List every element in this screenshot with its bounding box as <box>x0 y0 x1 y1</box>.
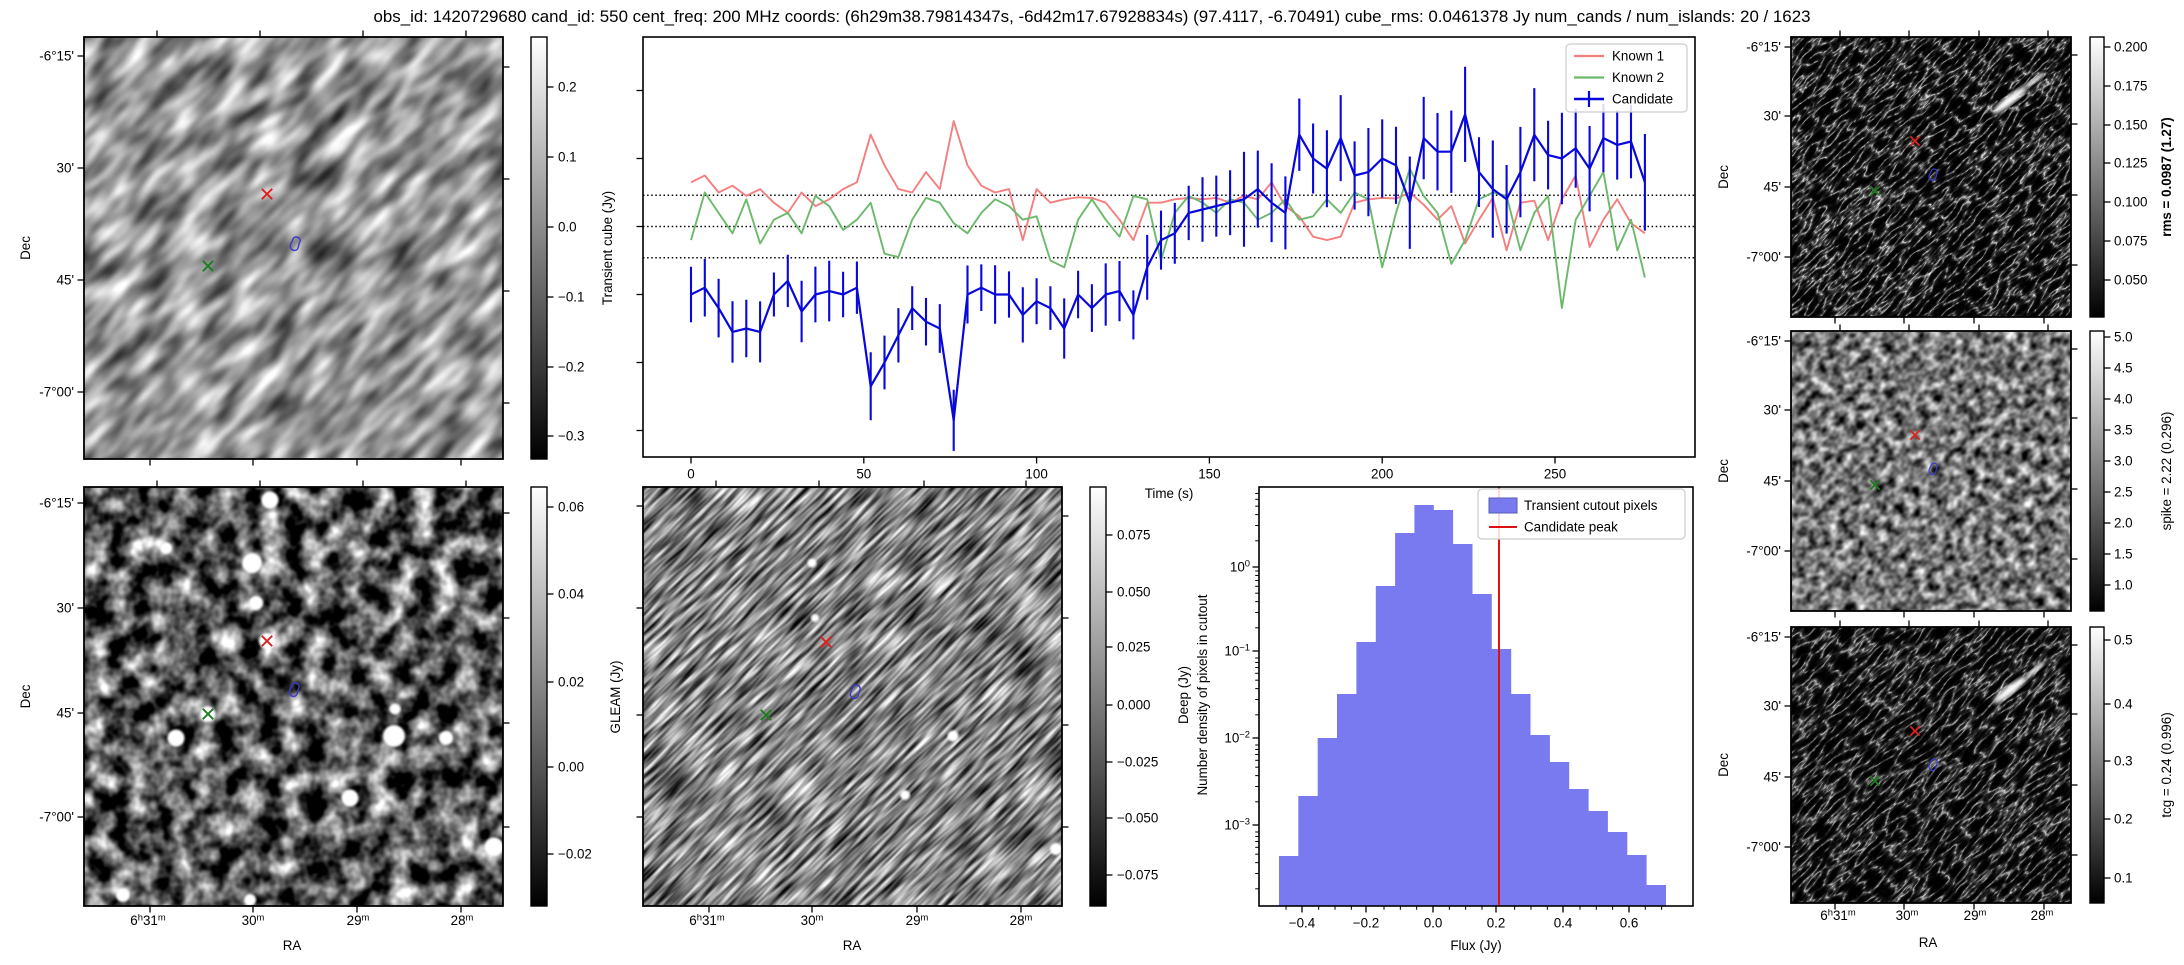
svg-text:Known 1: Known 1 <box>1612 49 1664 64</box>
svg-text:Flux (Jy): Flux (Jy) <box>1450 938 1501 953</box>
svg-text:3.5: 3.5 <box>2114 423 2133 438</box>
svg-text:Dec: Dec <box>1716 753 1731 777</box>
svg-text:RA: RA <box>843 938 862 953</box>
svg-text:-6°15': -6°15' <box>1746 630 1781 645</box>
svg-text:250: 250 <box>1544 467 1566 482</box>
svg-text:Number density of pixels in cu: Number density of pixels in cutout <box>1195 594 1210 795</box>
svg-text:−0.1: −0.1 <box>558 290 584 305</box>
svg-text:2.5: 2.5 <box>2114 485 2133 500</box>
svg-text:0.125: 0.125 <box>2114 156 2148 171</box>
svg-text:Deep (Jy): Deep (Jy) <box>1176 666 1191 724</box>
svg-text:spike = 2.22 (0.296): spike = 2.22 (0.296) <box>2159 412 2174 531</box>
svg-text:4.0: 4.0 <box>2114 392 2133 407</box>
svg-text:0.100: 0.100 <box>2114 195 2148 210</box>
svg-text:0.06: 0.06 <box>558 500 584 515</box>
svg-text:45': 45' <box>57 706 74 721</box>
svg-text:−0.02: −0.02 <box>558 847 592 862</box>
svg-text:Transient cube (Jy): Transient cube (Jy) <box>600 191 615 305</box>
svg-text:RA: RA <box>283 938 302 953</box>
svg-text:-6°15': -6°15' <box>39 496 74 511</box>
svg-text:-6°15': -6°15' <box>1746 334 1781 349</box>
svg-text:RA: RA <box>1919 935 1938 950</box>
svg-text:0.1: 0.1 <box>558 150 577 165</box>
svg-text:-6°15': -6°15' <box>39 49 74 64</box>
svg-text:0.4: 0.4 <box>2114 697 2133 712</box>
svg-text:Candidate: Candidate <box>1612 92 1673 107</box>
svg-text:−0.2: −0.2 <box>558 360 584 375</box>
svg-text:30': 30' <box>1764 403 1781 418</box>
svg-text:0.6: 0.6 <box>1620 916 1639 931</box>
svg-text:0.000: 0.000 <box>1117 698 1151 713</box>
svg-text:45': 45' <box>1764 474 1781 489</box>
svg-text:30': 30' <box>57 161 74 176</box>
svg-text:0.050: 0.050 <box>2114 273 2148 288</box>
svg-text:1.5: 1.5 <box>2114 547 2133 562</box>
svg-text:0.4: 0.4 <box>1554 916 1573 931</box>
svg-text:50: 50 <box>856 467 871 482</box>
svg-text:100: 100 <box>1025 467 1047 482</box>
svg-text:tcg = 0.24 (0.996): tcg = 0.24 (0.996) <box>2159 712 2174 817</box>
svg-text:0.02: 0.02 <box>558 675 584 690</box>
svg-text:200: 200 <box>1371 467 1393 482</box>
svg-text:0.3: 0.3 <box>2114 754 2133 769</box>
svg-text:Transient cutout pixels: Transient cutout pixels <box>1524 498 1658 513</box>
svg-text:Time (s): Time (s) <box>1145 486 1194 501</box>
svg-text:0.150: 0.150 <box>2114 118 2148 133</box>
svg-text:Known 2: Known 2 <box>1612 70 1664 85</box>
svg-text:−0.3: −0.3 <box>558 429 584 444</box>
svg-text:-7°00': -7°00' <box>1746 840 1781 855</box>
svg-text:0.175: 0.175 <box>2114 79 2148 94</box>
svg-text:0.1: 0.1 <box>2114 871 2133 886</box>
svg-text:0: 0 <box>687 467 694 482</box>
svg-text:Dec: Dec <box>1716 459 1731 483</box>
svg-text:0.0: 0.0 <box>558 220 577 235</box>
svg-text:-7°00': -7°00' <box>39 810 74 825</box>
svg-text:−0.4: −0.4 <box>1289 916 1316 931</box>
svg-text:0.0: 0.0 <box>1424 916 1443 931</box>
svg-text:30': 30' <box>1764 109 1781 124</box>
svg-text:5.0: 5.0 <box>2114 330 2133 345</box>
svg-text:-7°00': -7°00' <box>1746 544 1781 559</box>
svg-text:0.2: 0.2 <box>558 80 577 95</box>
svg-text:0.050: 0.050 <box>1117 585 1151 600</box>
svg-text:2.0: 2.0 <box>2114 516 2133 531</box>
svg-text:Dec: Dec <box>18 236 33 260</box>
svg-text:GLEAM (Jy): GLEAM (Jy) <box>608 661 623 734</box>
svg-text:Dec: Dec <box>1716 165 1731 189</box>
svg-text:Candidate peak: Candidate peak <box>1524 520 1618 535</box>
svg-text:-6°15': -6°15' <box>1746 40 1781 55</box>
svg-text:rms = 0.0987 (1.27): rms = 0.0987 (1.27) <box>2159 117 2174 236</box>
svg-text:0.2: 0.2 <box>1487 916 1506 931</box>
svg-text:0.075: 0.075 <box>2114 234 2148 249</box>
svg-text:150: 150 <box>1198 467 1220 482</box>
svg-text:-7°00': -7°00' <box>1746 250 1781 265</box>
svg-text:30': 30' <box>57 601 74 616</box>
svg-text:0.025: 0.025 <box>1117 640 1151 655</box>
svg-text:0.5: 0.5 <box>2114 633 2133 648</box>
svg-text:0.04: 0.04 <box>558 587 585 602</box>
svg-text:0.075: 0.075 <box>1117 528 1151 543</box>
svg-text:−0.2: −0.2 <box>1353 916 1379 931</box>
svg-text:−0.050: −0.050 <box>1117 811 1158 826</box>
svg-text:30': 30' <box>1764 699 1781 714</box>
svg-text:0.2: 0.2 <box>2114 812 2133 827</box>
svg-text:obs_id: 1420729680 cand_id: 55: obs_id: 1420729680 cand_id: 550 cent_fre… <box>374 7 1811 26</box>
svg-text:45': 45' <box>57 273 74 288</box>
svg-text:45': 45' <box>1764 180 1781 195</box>
svg-text:0.00: 0.00 <box>558 760 584 775</box>
svg-text:4.5: 4.5 <box>2114 361 2133 376</box>
svg-text:Dec: Dec <box>18 684 33 708</box>
svg-text:−0.075: −0.075 <box>1117 868 1158 883</box>
svg-text:-7°00': -7°00' <box>39 385 74 400</box>
svg-text:3.0: 3.0 <box>2114 454 2133 469</box>
svg-text:45': 45' <box>1764 770 1781 785</box>
svg-text:0.200: 0.200 <box>2114 40 2148 55</box>
svg-text:−0.025: −0.025 <box>1117 755 1158 770</box>
svg-text:1.0: 1.0 <box>2114 578 2133 593</box>
